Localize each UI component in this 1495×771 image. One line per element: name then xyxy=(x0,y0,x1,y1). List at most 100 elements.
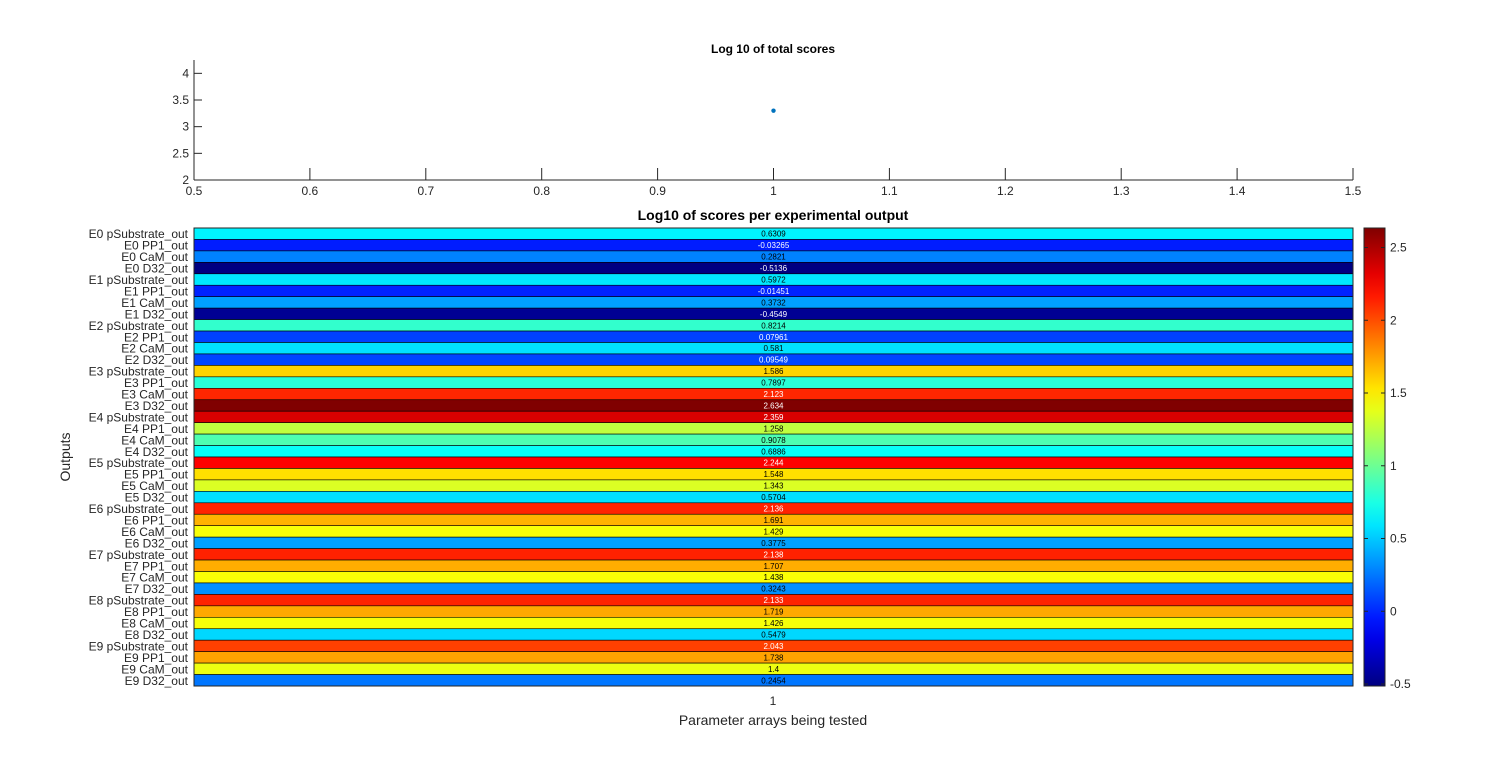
heatmap-row-label: E3 CaM_out xyxy=(121,388,188,402)
heatmap-row-label: E4 CaM_out xyxy=(121,433,188,447)
heatmap-panel: Log10 of scores per experimental output … xyxy=(57,207,1354,728)
heatmap-row-label: E9 PP1_out xyxy=(124,651,189,665)
heatmap-value-label: 1.4 xyxy=(768,665,780,674)
heatmap-cells: 0.6309 -0.03265 0.2821 -0.5136 0.5972 -0.0145… xyxy=(193,227,1354,687)
scatter-y-tick-label: 3 xyxy=(182,120,189,134)
heatmap-value-label: 0.2454 xyxy=(761,676,786,685)
heatmap-row-label: E8 D32_out xyxy=(125,628,189,642)
heatmap-value-label: 2.359 xyxy=(763,413,784,422)
scatter-panel: Log 10 of total scores 0.5 0.6 0.7 0.8 0.9 1 1… xyxy=(172,42,1361,198)
heatmap-value-label: 2.123 xyxy=(763,390,784,399)
heatmap-value-label: 1.548 xyxy=(763,470,784,479)
heatmap-value-label: 0.2821 xyxy=(761,253,786,262)
heatmap-row-label: E7 D32_out xyxy=(125,582,189,596)
heatmap-row-label: E2 CaM_out xyxy=(121,342,188,356)
heatmap-row-label: E2 D32_out xyxy=(125,353,189,367)
colorbar-tick-label: 2 xyxy=(1390,313,1397,327)
heatmap-border xyxy=(193,227,1354,687)
colorbar-tick-label: 1.5 xyxy=(1390,386,1407,400)
heatmap-value-label: 0.3732 xyxy=(761,298,786,307)
scatter-y-tick-label: 3.5 xyxy=(172,93,189,107)
scatter-x-tick-label: 1.5 xyxy=(1345,184,1362,198)
heatmap-value-label: 1.738 xyxy=(763,653,784,662)
colorbar-tick-label: 1 xyxy=(1390,459,1397,473)
heatmap-value-label: 0.6309 xyxy=(761,230,786,239)
heatmap-value-label: -0.01451 xyxy=(758,287,790,296)
colorbar-ticks: -0.5 0 0.5 1 1.5 2 2.5 xyxy=(1364,240,1411,691)
heatmap-value-label: 1.426 xyxy=(763,619,784,628)
heatmap-row-label: E0 D32_out xyxy=(125,262,189,276)
heatmap-value-label: 1.691 xyxy=(763,516,784,525)
scatter-x-tick-label: 0.5 xyxy=(186,184,203,198)
scatter-x-tick-label: 1 xyxy=(770,184,777,198)
heatmap-row-label: E0 pSubstrate_out xyxy=(89,227,189,241)
heatmap-value-label: 0.3243 xyxy=(761,585,786,594)
scatter-x-tick-label: 1.3 xyxy=(1113,184,1130,198)
heatmap-y-label: Outputs xyxy=(57,432,73,481)
scatter-x-tick-label: 0.8 xyxy=(533,184,550,198)
heatmap-value-label: 2.244 xyxy=(763,459,784,468)
heatmap-value-label: 0.9078 xyxy=(761,436,786,445)
scatter-point xyxy=(771,108,776,113)
heatmap-value-label: 2.138 xyxy=(763,550,784,559)
heatmap-value-label: 0.581 xyxy=(763,344,784,353)
heatmap-row-label: E9 CaM_out xyxy=(121,662,188,676)
heatmap-value-label: 2.136 xyxy=(763,505,784,514)
heatmap-value-label: 0.07961 xyxy=(759,333,788,342)
heatmap-x-label: Parameter arrays being tested xyxy=(679,712,867,728)
heatmap-row-label: E0 PP1_out xyxy=(124,239,189,253)
heatmap-row-label: E1 PP1_out xyxy=(124,284,189,298)
colorbar: -0.5 0 0.5 1 1.5 2 2.5 xyxy=(1363,227,1411,691)
heatmap-row-label: E3 PP1_out xyxy=(124,376,189,390)
heatmap-row-label: E3 D32_out xyxy=(125,399,189,413)
heatmap-value-label: 0.5479 xyxy=(761,630,786,639)
heatmap-row-label: E8 pSubstrate_out xyxy=(89,594,189,608)
heatmap-value-label: 1.586 xyxy=(763,367,784,376)
heatmap-value-label: 0.7897 xyxy=(761,379,786,388)
heatmap-value-label: 1.719 xyxy=(763,608,784,617)
heatmap-row-label: E5 CaM_out xyxy=(121,479,188,493)
heatmap-row-label: E1 pSubstrate_out xyxy=(89,273,189,287)
heatmap-row-label: E2 PP1_out xyxy=(124,330,189,344)
heatmap-row-label: E5 D32_out xyxy=(125,491,189,505)
scatter-x-ticks: 0.5 0.6 0.7 0.8 0.9 1 1.1 1.2 1.3 1.4 1.5 xyxy=(186,168,1362,198)
heatmap-row-label: E7 pSubstrate_out xyxy=(89,548,189,562)
heatmap-row-label: E9 pSubstrate_out xyxy=(89,639,189,653)
heatmap-row-label: E4 PP1_out xyxy=(124,422,189,436)
heatmap-value-label: 1.438 xyxy=(763,573,784,582)
heatmap-value-label: -0.4549 xyxy=(760,310,788,319)
heatmap-row-label: E2 pSubstrate_out xyxy=(89,319,189,333)
scatter-points xyxy=(771,108,776,113)
heatmap-value-label: 1.429 xyxy=(763,527,784,536)
heatmap-value-label: 0.3775 xyxy=(761,539,786,548)
heatmap-row-label: E9 D32_out xyxy=(125,674,189,688)
heatmap-value-label: 0.5972 xyxy=(761,276,786,285)
scatter-y-ticks: 2 2.5 3 3.5 4 xyxy=(172,66,202,187)
heatmap-value-label: 2.634 xyxy=(763,401,784,410)
colorbar-tick-label: 0 xyxy=(1390,604,1397,618)
heatmap-value-label: 0.8214 xyxy=(761,321,786,330)
heatmap-row-label: E6 CaM_out xyxy=(121,525,188,539)
heatmap-value-label: 0.6886 xyxy=(761,447,786,456)
scatter-x-tick-label: 1.1 xyxy=(881,184,898,198)
heatmap-value-label: -0.5136 xyxy=(760,264,788,273)
scatter-y-tick-label: 2.5 xyxy=(172,146,189,160)
scatter-x-tick-label: 0.7 xyxy=(417,184,434,198)
heatmap-row-label: E3 pSubstrate_out xyxy=(89,365,189,379)
heatmap-value-label: 1.707 xyxy=(763,562,784,571)
scatter-x-tick-label: 1.2 xyxy=(997,184,1014,198)
heatmap-value-label: 1.343 xyxy=(763,482,784,491)
heatmap-row-label: E7 CaM_out xyxy=(121,571,188,585)
heatmap-row-label: E6 pSubstrate_out xyxy=(89,502,189,516)
heatmap-row-label: E8 CaM_out xyxy=(121,617,188,631)
colorbar-tick-label: 0.5 xyxy=(1390,532,1407,546)
heatmap-value-label: 1.258 xyxy=(763,424,784,433)
scatter-x-tick-label: 1.4 xyxy=(1229,184,1246,198)
colorbar-fill xyxy=(1363,227,1386,687)
heatmap-value-label: 0.5704 xyxy=(761,493,786,502)
scatter-y-tick-label: 4 xyxy=(182,66,189,80)
scatter-title: Log 10 of total scores xyxy=(711,42,835,56)
heatmap-row-label: E0 CaM_out xyxy=(121,250,188,264)
